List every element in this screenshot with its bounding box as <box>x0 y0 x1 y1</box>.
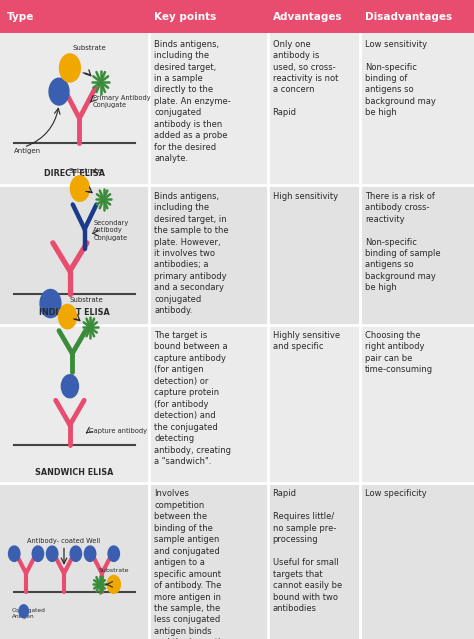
Circle shape <box>70 176 89 201</box>
Text: Low specificity: Low specificity <box>365 489 427 498</box>
Bar <box>0 33 474 185</box>
Text: Substrate: Substrate <box>72 45 106 51</box>
Bar <box>0 483 474 639</box>
Text: Conjugated
Antigen: Conjugated Antigen <box>12 608 46 619</box>
Circle shape <box>46 546 58 562</box>
Text: Antigen: Antigen <box>14 148 41 154</box>
Text: Primary Antibody
Conjugate: Primary Antibody Conjugate <box>92 95 150 108</box>
Circle shape <box>9 546 20 562</box>
Text: Involves
competition
between the
binding of the
sample antigen
and conjugated
an: Involves competition between the binding… <box>154 489 228 639</box>
Text: Only one
antibody is
used, so cross-
reactivity is not
a concern

Rapid: Only one antibody is used, so cross- rea… <box>273 40 338 118</box>
Circle shape <box>40 289 61 318</box>
Circle shape <box>61 374 78 397</box>
Text: DIRECT ELISA: DIRECT ELISA <box>44 169 105 178</box>
Text: High sensitivity: High sensitivity <box>273 192 337 201</box>
Text: Advantages: Advantages <box>273 12 342 22</box>
Text: INDIRECT ELISA: INDIRECT ELISA <box>39 308 110 317</box>
Text: Highly sensitive
and specific: Highly sensitive and specific <box>273 331 340 351</box>
Text: Disadvantages: Disadvantages <box>365 12 452 22</box>
Text: There is a risk of
antibody cross-
reactivity

Non-specific
binding of sample
an: There is a risk of antibody cross- react… <box>365 192 441 292</box>
Bar <box>0 185 474 325</box>
Text: Type: Type <box>7 12 35 22</box>
Bar <box>0 325 474 483</box>
Text: Secondary
Antibody
Conjugate: Secondary Antibody Conjugate <box>93 220 128 240</box>
Text: Capture antibody: Capture antibody <box>89 428 147 434</box>
Text: Binds antigens,
including the
desired target,
in a sample
directly to the
plate.: Binds antigens, including the desired ta… <box>154 40 231 163</box>
Circle shape <box>84 546 96 562</box>
Circle shape <box>58 304 76 328</box>
Circle shape <box>108 546 119 562</box>
Text: SANDWICH ELISA: SANDWICH ELISA <box>36 468 114 477</box>
Bar <box>0 0 474 33</box>
Text: Antibody- coated Well: Antibody- coated Well <box>27 538 100 544</box>
Circle shape <box>49 78 69 105</box>
Circle shape <box>107 576 120 594</box>
Text: The target is
bound between a
capture antibody
(for antigen
detection) or
captur: The target is bound between a capture an… <box>154 331 231 466</box>
Text: Rapid

Requires little/
no sample pre-
processing

Useful for small
targets that: Rapid Requires little/ no sample pre- pr… <box>273 489 342 613</box>
Text: Substrate: Substrate <box>99 568 129 573</box>
Text: Substrate: Substrate <box>70 296 104 302</box>
Text: Key points: Key points <box>154 12 216 22</box>
Circle shape <box>19 605 28 618</box>
Circle shape <box>32 546 44 562</box>
Text: Binds antigens,
including the
desired target, in
the sample to the
plate. Howeve: Binds antigens, including the desired ta… <box>154 192 228 315</box>
Text: Choosing the
right antibody
pair can be
time-consuming: Choosing the right antibody pair can be … <box>365 331 433 374</box>
Text: Substrate: Substrate <box>68 169 102 174</box>
Circle shape <box>60 54 81 82</box>
Text: Low sensitivity

Non-specific
binding of
antigens so
background may
be high: Low sensitivity Non-specific binding of … <box>365 40 436 118</box>
Circle shape <box>70 546 82 562</box>
